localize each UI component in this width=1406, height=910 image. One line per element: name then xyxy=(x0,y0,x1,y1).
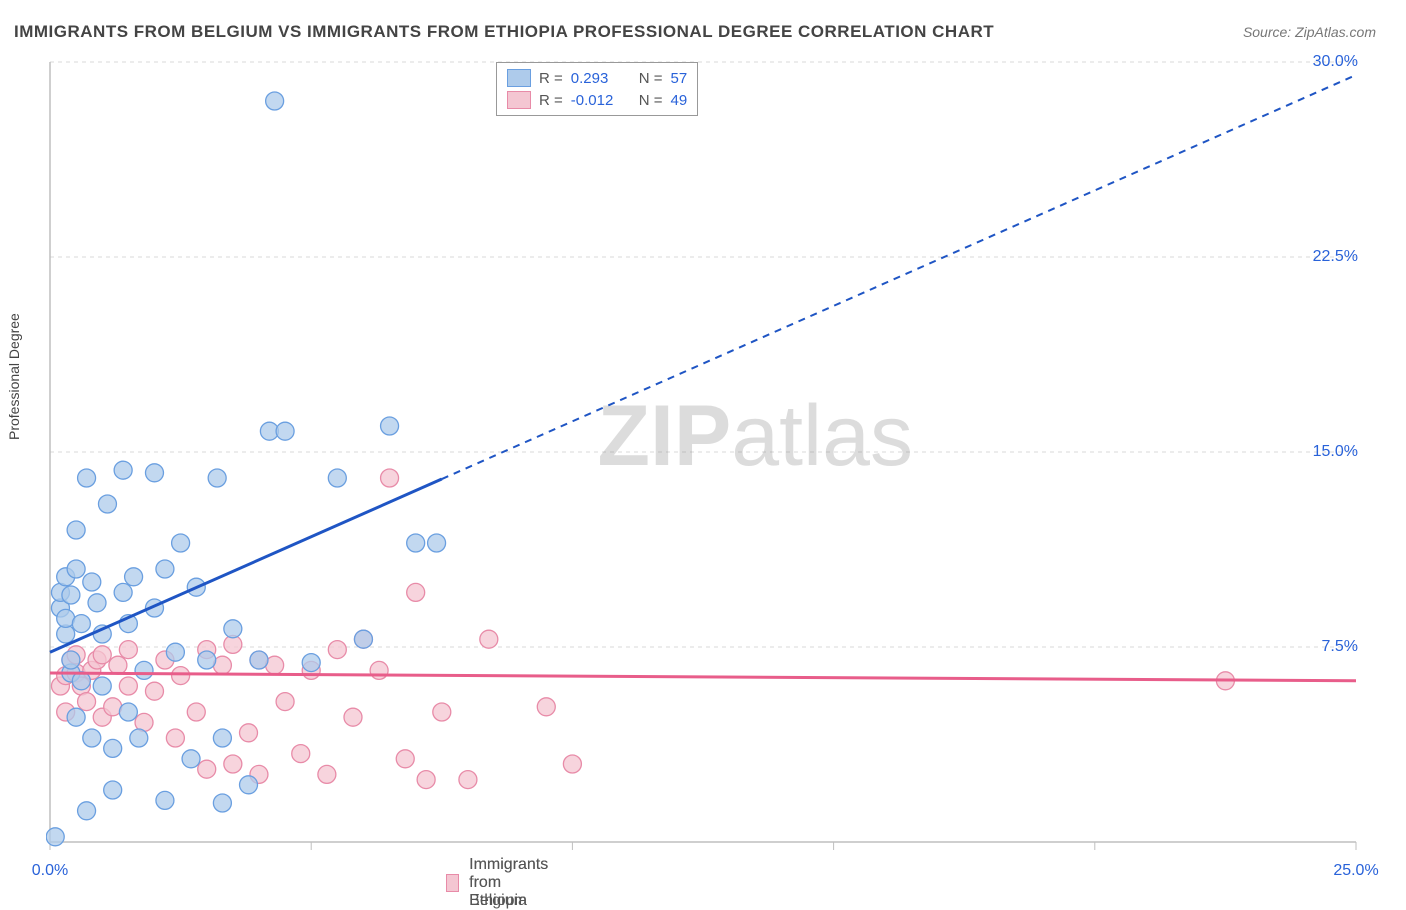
series-legend-item: Immigrants from Ethiopia xyxy=(446,856,559,910)
correlation-legend: R = 0.293 N = 57 R = -0.012 N = 49 xyxy=(496,62,698,116)
series-legend-label: Immigrants from Ethiopia xyxy=(469,856,559,910)
legend-r-label: R = xyxy=(539,92,563,109)
legend-n-label: N = xyxy=(639,92,663,109)
source-attribution: Source: ZipAtlas.com xyxy=(1243,24,1376,40)
svg-text:ZIPatlas: ZIPatlas xyxy=(598,388,913,484)
legend-swatch xyxy=(507,91,531,109)
legend-r-value: -0.012 xyxy=(571,92,631,109)
legend-row: R = -0.012 N = 49 xyxy=(507,89,687,111)
chart-area: ZIPatlas 7.5%15.0%22.5%30.0%0.0%25.0%R =… xyxy=(46,58,1376,848)
legend-r-label: R = xyxy=(539,70,563,87)
legend-n-value: 49 xyxy=(671,92,688,109)
legend-swatch xyxy=(446,874,459,892)
legend-row: R = 0.293 N = 57 xyxy=(507,67,687,89)
chart-title: IMMIGRANTS FROM BELGIUM VS IMMIGRANTS FR… xyxy=(14,22,994,42)
x-tick-label-min: 0.0% xyxy=(32,862,68,880)
x-tick-label-max: 25.0% xyxy=(1333,862,1378,880)
y-axis-label: Professional Degree xyxy=(6,313,22,440)
y-tick-label: 22.5% xyxy=(1313,248,1358,266)
legend-r-value: 0.293 xyxy=(571,70,631,87)
y-tick-label: 7.5% xyxy=(1322,638,1358,656)
scatter-chart-svg: ZIPatlas xyxy=(46,58,1376,898)
legend-n-label: N = xyxy=(639,70,663,87)
legend-swatch xyxy=(507,69,531,87)
legend-n-value: 57 xyxy=(671,70,688,87)
y-tick-label: 15.0% xyxy=(1313,443,1358,461)
y-tick-label: 30.0% xyxy=(1313,53,1358,71)
